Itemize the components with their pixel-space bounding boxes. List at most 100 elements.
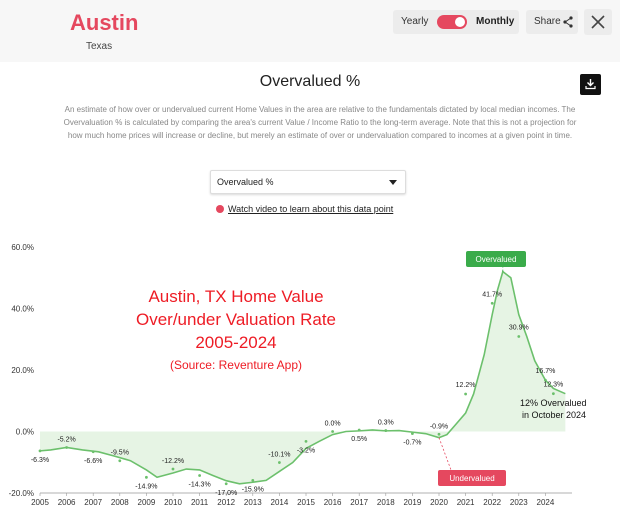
x-tick-label: 2010	[164, 498, 182, 507]
x-tick-label: 2014	[271, 498, 289, 507]
data-point	[91, 450, 95, 454]
overvalued-badge	[466, 251, 526, 267]
x-tick-label: 2011	[191, 498, 209, 507]
x-tick-label: 2018	[377, 498, 395, 507]
data-label: -6.6%	[84, 458, 102, 465]
data-label: 12.2%	[456, 382, 476, 389]
frequency-toggle[interactable]: Yearly Monthly	[393, 10, 519, 34]
data-label: 12.3%	[543, 382, 563, 389]
data-label: 0.3%	[378, 420, 394, 427]
data-label: -0.7%	[403, 440, 421, 447]
city-title: Austin	[70, 10, 139, 35]
toggle-yearly-label[interactable]: Yearly	[401, 16, 429, 27]
data-point	[331, 430, 334, 433]
state-subtitle: Texas	[86, 41, 113, 52]
data-point	[198, 474, 202, 477]
x-tick-label: 2007	[84, 498, 102, 507]
download-button[interactable]	[580, 74, 601, 95]
x-tick-label: 2017	[350, 498, 368, 507]
data-label: -12.2%	[162, 458, 184, 465]
toggle-knob	[455, 17, 465, 27]
data-label: -6.3%	[31, 457, 49, 464]
video-link-text: Watch video to learn about this data poi…	[228, 204, 394, 214]
x-tick-label: 2008	[111, 498, 129, 507]
data-label: -9.5%	[111, 450, 129, 457]
toggle-monthly-label[interactable]: Monthly	[476, 16, 515, 27]
data-point	[490, 301, 494, 305]
data-point	[411, 432, 414, 436]
data-point	[544, 378, 547, 382]
overlay-line-3: 2005-2024	[195, 333, 277, 352]
data-point	[437, 432, 441, 436]
data-point	[464, 392, 467, 396]
share-button[interactable]: Share	[526, 10, 578, 34]
x-tick-label: 2019	[404, 498, 422, 507]
x-tick-label: 2022	[483, 498, 501, 507]
data-point	[38, 449, 42, 453]
undervalued-connector	[438, 437, 452, 471]
overlay-line-2: Over/under Valuation Rate	[135, 310, 337, 329]
x-tick-label: 2024	[537, 498, 555, 507]
data-label: -0.9%	[430, 423, 448, 430]
y-tick-label: 0.0%	[16, 428, 34, 437]
data-point	[65, 446, 68, 449]
data-point	[551, 392, 555, 396]
x-tick-label: 2005	[31, 498, 49, 507]
data-point	[304, 439, 308, 443]
data-label: -10.1%	[268, 452, 290, 459]
share-label: Share	[534, 16, 561, 27]
share-icon	[563, 16, 573, 28]
data-point	[171, 467, 175, 471]
metric-select[interactable]: Overvalued %	[210, 170, 406, 194]
undervalued-badge	[438, 470, 506, 486]
x-tick-label: 2012	[217, 498, 235, 507]
data-point	[251, 478, 255, 482]
overvalued-chart: -20.0% 0.0% 20.0% 40.0% 60.0% 2005 2006 2007 200…	[9, 243, 587, 507]
data-label: -15.9%	[242, 486, 264, 493]
data-point	[517, 335, 521, 338]
x-tick-label: 2016	[324, 498, 342, 507]
y-tick-label: 20.0%	[11, 366, 34, 375]
x-tick-label: 2009	[138, 498, 156, 507]
download-icon	[585, 79, 596, 90]
metric-select-value: Overvalued %	[217, 177, 274, 187]
data-point	[145, 475, 148, 479]
data-point	[357, 428, 361, 432]
toggle-switch[interactable]	[437, 15, 467, 29]
series-area-fill	[40, 271, 566, 484]
data-label: -14.3%	[189, 481, 211, 488]
chart-description: An estimate of how over or undervalued c…	[63, 105, 577, 140]
x-tick-label: 2021	[457, 498, 475, 507]
data-label: 16.7%	[535, 368, 555, 375]
x-tick-label: 2015	[297, 498, 315, 507]
x-tick-label: 2020	[430, 498, 448, 507]
chevron-down-icon	[389, 180, 397, 185]
data-label: 0.0%	[325, 421, 341, 428]
chart-title: Overvalued %	[259, 73, 361, 90]
data-label: 30.9%	[509, 324, 529, 331]
data-point	[278, 461, 281, 464]
y-tick-label: 40.0%	[11, 305, 34, 314]
x-tick-label: 2006	[58, 498, 76, 507]
y-tick-label: -20.0%	[9, 489, 34, 498]
video-link[interactable]: Watch video to learn about this data poi…	[216, 204, 393, 214]
y-tick-label: 60.0%	[11, 243, 34, 252]
data-label: 41.7%	[482, 291, 502, 298]
overlay-source: (Source: Reventure App)	[169, 358, 303, 372]
x-tick-label: 2023	[510, 498, 528, 507]
data-point	[384, 429, 388, 432]
x-tick-label: 2013	[244, 498, 262, 507]
data-label: -5.2%	[57, 436, 75, 443]
data-label: -17.0%	[215, 490, 237, 497]
data-label: 0.5%	[351, 436, 367, 443]
data-point	[224, 482, 228, 486]
data-label: -14.9%	[135, 483, 157, 490]
close-icon	[591, 15, 605, 29]
annotation-line-1: 12% Overvalued	[520, 398, 587, 408]
series-line	[39, 270, 566, 485]
overlay-line-1: Austin, TX Home Value	[148, 287, 324, 306]
close-button[interactable]	[584, 9, 612, 35]
overvalued-badge-label: Overvalued	[476, 255, 517, 264]
undervalued-badge-label: Undervalued	[449, 474, 494, 483]
overlay-note: Austin, TX Home Value Over/under Valuati…	[126, 285, 346, 377]
